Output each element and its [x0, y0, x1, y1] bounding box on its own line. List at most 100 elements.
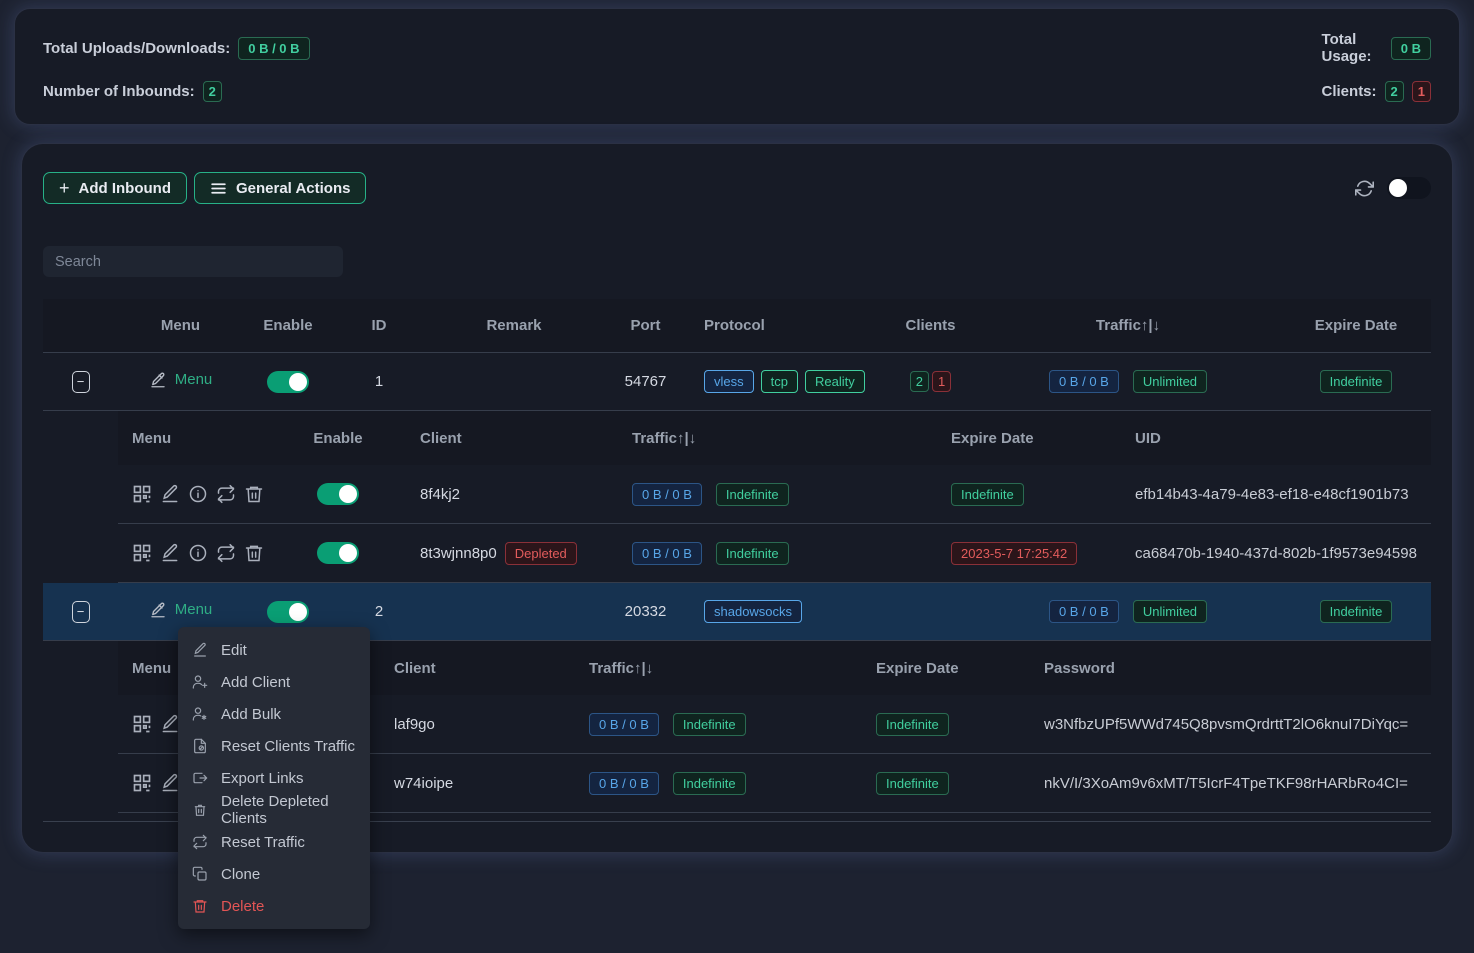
client-enable-toggle[interactable]	[317, 483, 359, 505]
clients-header-uid: UID	[1135, 429, 1161, 447]
info-icon[interactable]	[188, 543, 208, 563]
inbound-2-id: 2	[374, 603, 384, 620]
inbound-2-enable-toggle[interactable]	[267, 600, 309, 623]
search-input[interactable]	[43, 246, 343, 277]
client-expire-badge: Indefinite	[951, 482, 1024, 506]
qr-code-icon[interactable]	[132, 484, 152, 504]
inbound-1-menu-button[interactable]: Menu	[149, 371, 212, 389]
client-expire-badge: Indefinite	[876, 712, 949, 736]
header-enable: Enable	[263, 317, 313, 334]
qr-code-icon[interactable]	[132, 714, 152, 734]
edit-pencil-icon[interactable]	[160, 543, 180, 563]
add-inbound-button[interactable]: + Add Inbound	[43, 172, 187, 204]
stat-clients-depleted-badge: 1	[1411, 81, 1431, 102]
clients-header-expire: Expire Date	[951, 429, 1034, 447]
header-protocol: Protocol	[704, 317, 765, 334]
toggle-knob	[289, 372, 307, 391]
context-menu-item-delete[interactable]: Delete	[178, 890, 370, 922]
protocol-tag-vless: vless	[704, 370, 754, 393]
delete-icon	[192, 898, 208, 914]
add-bulk-icon	[192, 706, 208, 722]
header-clients: Clients	[905, 317, 956, 334]
inbound-1-expire-badge: Indefinite	[1319, 370, 1393, 393]
qr-code-icon[interactable]	[132, 773, 152, 793]
inbounds-table: Menu Enable ID Remark Port Protocol Clie…	[43, 299, 1431, 822]
clients-header-expire: Expire Date	[876, 659, 959, 677]
general-actions-button[interactable]: General Actions	[193, 172, 367, 204]
inbounds-table-header: Menu Enable ID Remark Port Protocol Clie…	[43, 299, 1431, 353]
sort-arrows-icon: ↑|↓	[1140, 317, 1161, 334]
clients-header-traffic-sort[interactable]: Traffic↑|↓	[589, 659, 654, 677]
client-row-8t3wjnn8p0: 8t3wjnn8p0 Depleted 0 B / 0 B Indefinite…	[118, 524, 1431, 583]
header-traffic-sort[interactable]: Traffic↑|↓	[1095, 317, 1161, 334]
client-traffic-limit-badge: Indefinite	[715, 541, 789, 565]
inbound-2-traffic-limit-badge: Unlimited	[1132, 600, 1208, 623]
clients-header-traffic-sort[interactable]: Traffic↑|↓	[632, 429, 697, 447]
client-uid: ca68470b-1940-437d-802b-1f9573e94598	[1135, 544, 1417, 562]
export-links-icon	[192, 770, 208, 786]
hamburger-icon	[210, 180, 227, 197]
context-menu-item-add-client[interactable]: Add Client	[178, 666, 370, 698]
collapse-row-button[interactable]: −	[71, 600, 90, 623]
context-menu-item-edit[interactable]: Edit	[178, 634, 370, 666]
delete-depleted-clients-icon	[192, 802, 208, 818]
client-traffic-badge: 0 B / 0 B	[632, 541, 702, 565]
toggle-knob	[339, 544, 357, 562]
context-menu-label: Reset Traffic	[221, 833, 305, 851]
inbound-row-1[interactable]: − Menu 1 54767 vless tcp Reality 2 1	[43, 353, 1431, 411]
trash-icon[interactable]	[244, 484, 264, 504]
context-menu-item-reset-clients-traffic[interactable]: Reset Clients Traffic	[178, 730, 370, 762]
stat-usage-value-badge: 0 B	[1390, 36, 1431, 60]
context-menu-item-export-links[interactable]: Export Links	[178, 762, 370, 794]
context-menu-item-clone[interactable]: Clone	[178, 858, 370, 890]
clients-header-menu: Menu	[132, 429, 172, 447]
stat-total-uploads-downloads: Total Uploads/Downloads: 0 B / 0 B	[43, 31, 632, 65]
toggle-knob	[339, 485, 357, 503]
edit-pencil-icon[interactable]	[160, 714, 180, 734]
depleted-status-badge: Depleted	[504, 541, 577, 565]
context-menu-item-add-bulk[interactable]: Add Bulk	[178, 698, 370, 730]
clients-1-header: Menu Enable Client Traffic↑|↓ Expire Dat…	[118, 411, 1431, 465]
inbound-1-enable-toggle[interactable]	[267, 370, 309, 393]
inbound-2-menu-button[interactable]: Menu	[149, 601, 212, 619]
inbound-row-2[interactable]: − Menu 2 20332 shadowsocks 0 B / 0 B Unl…	[43, 583, 1431, 641]
context-menu-item-reset-traffic[interactable]: Reset Traffic	[178, 826, 370, 858]
stat-clients: Clients: 2 1	[1322, 81, 1431, 102]
context-menu-label: Add Bulk	[221, 705, 282, 723]
clients-header-client: Client	[420, 429, 462, 447]
edit-pencil-icon[interactable]	[160, 773, 180, 793]
refresh-icon[interactable]	[1355, 179, 1374, 198]
sort-arrows-icon: ↑|↓	[677, 429, 697, 447]
client-traffic-limit-badge: Indefinite	[672, 712, 746, 736]
header-expire-date: Expire Date	[1314, 317, 1398, 334]
client-traffic-limit-badge: Indefinite	[672, 771, 746, 795]
inbound-1-clients-depleted-badge: 1	[932, 371, 952, 392]
info-icon[interactable]	[188, 484, 208, 504]
inbound-1-id: 1	[374, 373, 384, 390]
client-enable-toggle[interactable]	[317, 542, 359, 564]
qr-code-icon[interactable]	[132, 543, 152, 563]
add-client-icon	[192, 674, 208, 690]
collapse-row-button[interactable]: −	[71, 370, 90, 393]
client-name: 8f4kj2	[420, 485, 461, 503]
context-menu-label: Delete Depleted Clients	[221, 793, 329, 827]
plus-icon: +	[59, 177, 70, 198]
reset-traffic-icon[interactable]	[216, 484, 236, 504]
toggle-knob	[1389, 179, 1407, 197]
client-row-8f4kj2: 8f4kj2 0 B / 0 B Indefinite Indefinite e…	[118, 465, 1431, 524]
trash-icon[interactable]	[244, 543, 264, 563]
inbound-1-port: 54767	[624, 373, 667, 390]
context-menu-item-delete-depleted-clients[interactable]: Delete Depleted Clients	[178, 793, 370, 827]
clients-header-client: Client	[394, 659, 436, 677]
reset-traffic-icon[interactable]	[216, 543, 236, 563]
edit-pencil-icon[interactable]	[160, 484, 180, 504]
client-traffic-limit-badge: Indefinite	[715, 482, 789, 506]
clients-header-menu: Menu	[132, 659, 172, 677]
reset-clients-traffic-icon	[192, 738, 208, 754]
protocol-tag-tcp: tcp	[760, 370, 798, 393]
dark-mode-toggle[interactable]	[1387, 177, 1431, 199]
stat-uploads-value-badge: 0 B / 0 B	[238, 36, 310, 60]
edit-icon	[192, 642, 208, 658]
client-expire-badge: Indefinite	[876, 771, 949, 795]
stat-total-usage: Total Usage: 0 B	[1322, 31, 1431, 65]
